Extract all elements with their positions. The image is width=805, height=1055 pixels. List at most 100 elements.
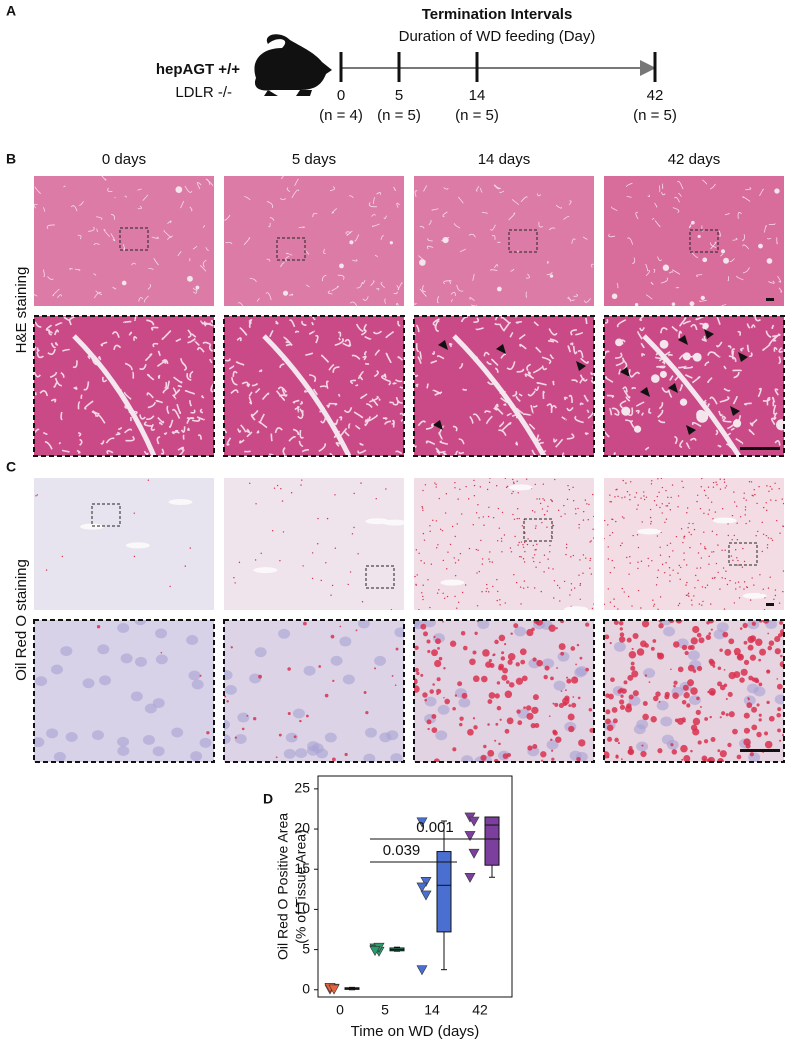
lipid-dot: [735, 549, 736, 550]
lipid-droplet: [720, 750, 727, 757]
lipid-dot: [506, 487, 507, 488]
genotype: LDLR -/-: [175, 84, 232, 101]
lipid-dot: [458, 602, 459, 603]
lipid-dot: [651, 521, 652, 522]
lipid-dot: [483, 525, 484, 526]
lipid-dot: [609, 501, 610, 502]
lipid-dot: [423, 533, 424, 534]
lipid-dot: [46, 569, 47, 570]
lipid-droplet: [481, 676, 488, 683]
vessel: [743, 593, 767, 599]
lipid-dot: [713, 486, 714, 487]
lipid-dot: [737, 539, 738, 540]
lipid-dot: [565, 554, 566, 555]
p-value: 0.001: [416, 819, 454, 836]
lipid-dot: [489, 482, 490, 483]
lipid-droplet: [649, 681, 651, 683]
lipid-dot: [740, 516, 741, 517]
lipid-droplet: [717, 681, 722, 686]
lipid-dot: [277, 485, 278, 486]
lipid-droplet: [505, 729, 510, 734]
image: [604, 176, 784, 306]
lipid-dot: [446, 493, 447, 494]
lipid-droplet: [287, 667, 291, 671]
vacuole: [776, 419, 787, 430]
lipid-dot: [564, 581, 565, 582]
lipid-dot: [775, 500, 776, 501]
lipid-droplet: [692, 728, 699, 735]
nucleus: [83, 678, 95, 688]
lipid-dot: [434, 482, 435, 483]
lipid-droplet: [605, 709, 610, 714]
lipid-dot: [533, 545, 534, 546]
lipid-droplet: [395, 684, 397, 686]
lipid-dot: [579, 559, 580, 560]
lipid-droplet: [683, 755, 690, 762]
lipid-dot: [686, 512, 687, 513]
lipid-dot: [35, 495, 36, 496]
lipid-dot: [701, 486, 702, 487]
lipid-dot: [353, 527, 354, 528]
lipid-droplet: [728, 638, 734, 644]
lipid-dot: [458, 559, 459, 560]
he-zoom: [224, 316, 404, 456]
lipid-dot: [686, 582, 687, 583]
lipid-dot: [611, 501, 612, 502]
lipid-dot: [637, 568, 638, 569]
vacuole: [663, 265, 669, 271]
lipid-droplet: [684, 720, 686, 722]
lipid-droplet: [766, 701, 769, 704]
lipid-dot: [620, 545, 621, 546]
lipid-dot: [486, 591, 487, 592]
lipid-dot: [486, 588, 487, 589]
lipid-dot: [446, 568, 447, 569]
lipid-dot: [496, 485, 497, 486]
lipid-dot: [424, 539, 425, 540]
lipid-dot: [421, 506, 422, 507]
nucleus: [51, 664, 63, 674]
lipid-dot: [447, 596, 448, 597]
lipid-droplet: [778, 633, 782, 637]
lipid-droplet: [504, 643, 506, 645]
image: [224, 173, 404, 309]
vacuole: [339, 264, 344, 269]
lipid-dot: [762, 551, 763, 552]
lipid-droplet: [432, 683, 435, 686]
scale-bar: [740, 447, 780, 450]
lipid-droplet: [709, 716, 711, 718]
lipid-dot: [678, 495, 679, 496]
lipid-droplet: [604, 634, 609, 639]
lipid-droplet: [450, 641, 456, 647]
lipid-droplet: [540, 751, 546, 757]
lipid-dot: [608, 558, 609, 559]
lipid-dot: [549, 551, 550, 552]
lipid-droplet: [664, 694, 669, 699]
lipid-dot: [514, 519, 515, 520]
lipid-dot: [62, 556, 63, 557]
day-label: 5: [395, 87, 403, 104]
lipid-dot: [667, 497, 668, 498]
lipid-dot: [325, 562, 326, 563]
lipid-droplet: [532, 744, 537, 749]
lipid-dot: [523, 547, 524, 548]
lipid-droplet: [673, 685, 676, 688]
lipid-droplet: [642, 714, 649, 721]
lipid-dot: [233, 577, 234, 578]
nucleus: [614, 642, 626, 652]
lipid-dot: [704, 546, 705, 547]
lipid-droplet: [374, 667, 376, 669]
lipid-dot: [751, 577, 752, 578]
lipid-droplet: [424, 699, 427, 702]
lipid-droplet: [294, 735, 297, 738]
lipid-droplet: [499, 635, 506, 642]
lipid-dot: [713, 551, 714, 552]
vacuole: [615, 338, 623, 346]
lipid-droplet: [652, 639, 656, 643]
lipid-dot: [468, 498, 469, 499]
vacuole: [723, 258, 729, 264]
lipid-dot: [612, 532, 613, 533]
lipid-droplet: [744, 713, 750, 719]
lipid-dot: [517, 508, 518, 509]
lipid-dot: [686, 564, 687, 565]
lipid-dot: [422, 596, 423, 597]
